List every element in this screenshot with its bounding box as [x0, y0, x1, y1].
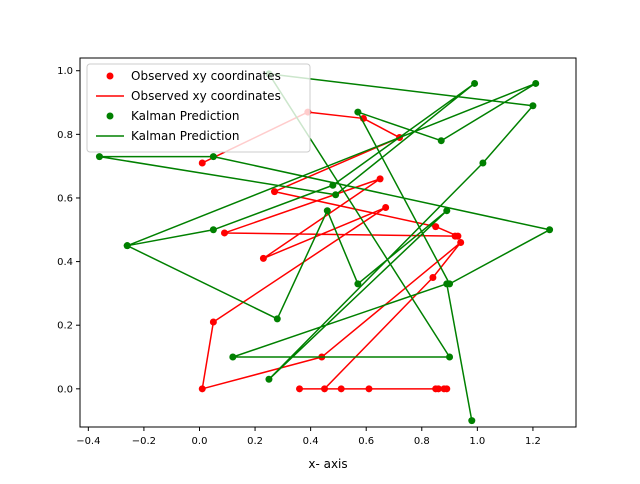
data-point-kalman: [468, 417, 476, 425]
data-point-kalman: [529, 102, 537, 110]
data-point-observed: [429, 273, 437, 281]
plot-area-frame: [79, 57, 577, 428]
data-point-observed: [440, 385, 448, 393]
data-point-kalman: [437, 137, 445, 145]
x-tick-label: −0.4: [76, 436, 100, 447]
data-point-kalman: [209, 226, 217, 234]
x-tick-label: 1.2: [525, 436, 541, 447]
data-point-observed: [198, 159, 206, 167]
y-tick-label: 0.0: [57, 384, 73, 395]
data-point-observed: [432, 223, 440, 231]
data-point-observed: [451, 232, 459, 240]
data-point-observed: [382, 204, 390, 212]
x-tick-label: 0.8: [414, 436, 430, 447]
data-point-observed: [321, 385, 329, 393]
x-tick-label: 0.2: [247, 436, 263, 447]
data-point-kalman: [229, 353, 237, 361]
data-point-observed: [365, 385, 373, 393]
data-point-kalman: [479, 159, 487, 167]
data-point-kalman: [332, 191, 340, 199]
data-point-observed: [434, 385, 442, 393]
x-tick-label: 1.0: [469, 436, 485, 447]
x-tick-label: −0.2: [132, 436, 156, 447]
legend-marker: [106, 112, 114, 120]
legend-box: [86, 63, 311, 153]
legend-label: Observed xy coordinates: [131, 89, 281, 103]
legend-label: Kalman Prediction: [131, 109, 239, 123]
data-point-kalman: [354, 280, 362, 288]
data-point-observed: [220, 229, 228, 237]
data-point-observed: [376, 175, 384, 183]
data-point-observed: [259, 254, 267, 262]
data-point-kalman: [354, 108, 362, 116]
data-point-kalman: [443, 207, 451, 215]
data-point-observed: [209, 318, 217, 326]
x-tick-label: 0.6: [358, 436, 374, 447]
data-point-kalman: [446, 353, 454, 361]
x-tick-label: 0.4: [303, 436, 319, 447]
data-point-kalman: [323, 207, 331, 215]
data-point-kalman: [209, 153, 217, 161]
x-tick-label: 0.0: [192, 436, 208, 447]
y-tick-label: 1.0: [57, 66, 73, 77]
data-point-observed: [198, 385, 206, 393]
y-tick-label: 0.2: [57, 321, 73, 332]
data-point-kalman: [532, 79, 540, 87]
data-point-kalman: [265, 375, 273, 383]
legend-label: Kalman Prediction: [131, 129, 239, 143]
legend-marker: [106, 72, 114, 80]
data-point-observed: [337, 385, 345, 393]
data-point-observed: [296, 385, 304, 393]
y-tick-label: 0.8: [57, 130, 73, 141]
data-point-kalman: [273, 315, 281, 323]
x-axis-label: x- axis: [308, 457, 347, 471]
y-tick-label: 0.4: [57, 257, 73, 268]
y-tick-label: 0.6: [57, 193, 73, 204]
data-point-kalman: [443, 280, 451, 288]
data-point-kalman: [329, 181, 337, 189]
data-point-kalman: [95, 153, 103, 161]
legend: Observed xy coordinates Observed xy coord…: [86, 63, 311, 153]
data-point-kalman: [123, 242, 131, 250]
data-point-kalman: [471, 79, 479, 87]
data-point-observed: [457, 239, 465, 246]
data-point-kalman: [546, 226, 554, 234]
data-point-observed: [271, 188, 279, 196]
legend-label: Observed xy coordinates: [131, 69, 281, 83]
